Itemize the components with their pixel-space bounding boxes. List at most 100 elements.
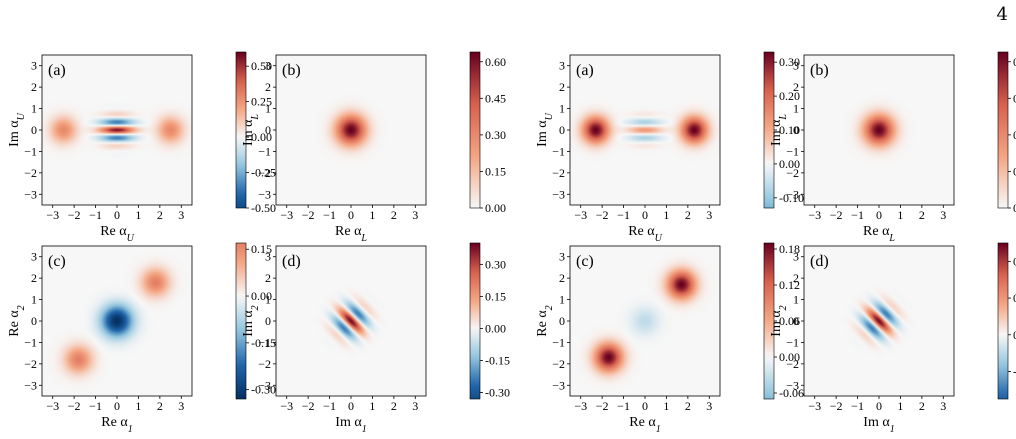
x-tick-label: −1 bbox=[851, 208, 864, 222]
x-tick-label: −2 bbox=[68, 208, 81, 222]
y-tick-label: 3 bbox=[559, 59, 565, 73]
y-tick-label: 1 bbox=[31, 293, 37, 307]
x-tick-label: 0 bbox=[876, 208, 882, 222]
x-tick-label: 0 bbox=[348, 399, 354, 413]
colorbar-tick-label: 0.00 bbox=[779, 157, 800, 171]
y-tick-label: −1 bbox=[552, 335, 565, 349]
y-tick-label: −2 bbox=[24, 357, 37, 371]
y-tick-label: −2 bbox=[24, 166, 37, 180]
colorbar-tick-label: 0.20 bbox=[779, 89, 800, 103]
y-tick-label: −1 bbox=[24, 335, 37, 349]
x-tick-label: −2 bbox=[830, 399, 843, 413]
panel-label: (b) bbox=[810, 62, 829, 79]
y-tick-label: 2 bbox=[559, 80, 565, 94]
y-tick-label: 0 bbox=[793, 314, 799, 328]
y-tick-label: 3 bbox=[793, 59, 799, 73]
y-tick-label: 2 bbox=[31, 80, 37, 94]
y-axis-label: Im α2 bbox=[241, 305, 261, 336]
heatmap-image bbox=[42, 246, 192, 396]
panel-label: (c) bbox=[48, 253, 66, 270]
colorbar-tick-label: 0.04 bbox=[1013, 291, 1016, 305]
y-tick-label: −2 bbox=[552, 357, 565, 371]
panel-7: −3 −2 −1 0 1 2 3 −3 −2 −1 0 1 2 3 Re α1 Re α2 (c) 0.18 0.1… bbox=[535, 242, 804, 435]
colorbar-tick-label: 0.15 bbox=[1013, 164, 1016, 178]
y-tick-label: −2 bbox=[258, 357, 271, 371]
x-tick-label: −3 bbox=[46, 399, 59, 413]
x-tick-label: 1 bbox=[897, 208, 903, 222]
x-tick-label: 2 bbox=[157, 399, 163, 413]
x-tick-label: −2 bbox=[302, 399, 315, 413]
panel-label: (a) bbox=[48, 62, 66, 79]
x-axis-label: Im α1 bbox=[863, 415, 894, 435]
x-tick-label: 3 bbox=[706, 208, 712, 222]
panel-3: −3 −2 −1 0 1 2 3 −3 −2 −1 0 1 2 3 Re α1 Re α2 (c) 0.15 0.0… bbox=[7, 242, 276, 434]
y-tick-label: 3 bbox=[559, 250, 565, 264]
y-tick-label: −3 bbox=[258, 378, 271, 392]
y-tick-label: 2 bbox=[793, 80, 799, 94]
y-tick-label: 0 bbox=[31, 314, 37, 328]
x-tick-label: −1 bbox=[323, 399, 336, 413]
colorbar-tick-label: 0.45 bbox=[485, 91, 506, 105]
colorbar-tick-label: -0.15 bbox=[485, 354, 510, 368]
x-tick-label: 1 bbox=[369, 208, 375, 222]
y-tick-label: 3 bbox=[793, 250, 799, 264]
x-tick-label: −3 bbox=[808, 399, 821, 413]
y-tick-label: 2 bbox=[265, 271, 271, 285]
colorbar-tick-label: 0.30 bbox=[779, 55, 800, 69]
colorbar-tick-label: 0.00 bbox=[485, 201, 506, 215]
x-tick-label: −3 bbox=[574, 399, 587, 413]
x-tick-label: 0 bbox=[114, 399, 120, 413]
colorbar-tick-label: 0.00 bbox=[1013, 328, 1016, 342]
colorbar-tick-label: 0.30 bbox=[1013, 128, 1016, 142]
x-tick-label: 3 bbox=[706, 399, 712, 413]
colorbar-tick-label: 0.00 bbox=[1013, 201, 1016, 215]
x-axis-label: Re αU bbox=[628, 224, 662, 244]
colorbar-tick-label: 0.60 bbox=[485, 55, 506, 69]
x-tick-label: 3 bbox=[412, 399, 418, 413]
panel-6: −3 −2 −1 0 1 2 3 −3 −2 −1 0 1 2 3 Re αL Im αL (b) 0.60 0.4… bbox=[769, 51, 1016, 244]
x-tick-label: 2 bbox=[919, 399, 925, 413]
x-tick-label: 2 bbox=[391, 208, 397, 222]
x-tick-label: 1 bbox=[369, 399, 375, 413]
x-tick-label: 2 bbox=[685, 208, 691, 222]
y-tick-label: 1 bbox=[559, 293, 565, 307]
x-tick-label: 0 bbox=[642, 399, 648, 413]
x-tick-label: 2 bbox=[919, 208, 925, 222]
y-tick-label: −3 bbox=[786, 187, 799, 201]
x-tick-label: 3 bbox=[940, 399, 946, 413]
panel-2: −3 −2 −1 0 1 2 3 −3 −2 −1 0 1 2 3 Re αL Im αL (b) 0.60 0.4… bbox=[241, 51, 506, 244]
colorbar bbox=[469, 51, 481, 209]
x-tick-label: 3 bbox=[412, 208, 418, 222]
x-tick-label: −2 bbox=[596, 208, 609, 222]
heatmap-image bbox=[804, 246, 954, 396]
x-tick-label: −1 bbox=[89, 208, 102, 222]
colorbar-tick-label: 0.00 bbox=[779, 350, 800, 364]
x-tick-label: 2 bbox=[685, 399, 691, 413]
colorbar-tick-label: -0.30 bbox=[251, 383, 276, 397]
y-tick-label: −1 bbox=[552, 144, 565, 158]
x-tick-label: 3 bbox=[178, 208, 184, 222]
y-tick-label: −3 bbox=[786, 378, 799, 392]
x-tick-label: 3 bbox=[178, 399, 184, 413]
colorbar-tick-label: 0.10 bbox=[779, 123, 800, 137]
x-tick-label: 0 bbox=[114, 208, 120, 222]
y-tick-label: 1 bbox=[31, 102, 37, 116]
y-tick-label: −3 bbox=[24, 378, 37, 392]
x-tick-label: 0 bbox=[642, 208, 648, 222]
heatmap-image bbox=[276, 55, 426, 205]
x-tick-label: −1 bbox=[617, 208, 630, 222]
x-tick-label: 1 bbox=[897, 399, 903, 413]
x-axis-label: Re α1 bbox=[101, 415, 132, 435]
y-tick-label: 0 bbox=[793, 123, 799, 137]
panel-5: −3 −2 −1 0 1 2 3 −3 −2 −1 0 1 2 3 Re αU Im αU (a) 0.30 0.2… bbox=[535, 51, 804, 244]
heatmap-image bbox=[570, 55, 720, 205]
colorbar-tick-label: 0.18 bbox=[779, 242, 800, 256]
y-tick-label: −3 bbox=[24, 187, 37, 201]
y-axis-label: Re α2 bbox=[7, 305, 27, 336]
panel-4: −3 −2 −1 0 1 2 3 −3 −2 −1 0 1 2 3 Im α1 Im α2 (d) 0.30 0.1… bbox=[241, 242, 510, 435]
y-tick-label: −1 bbox=[786, 144, 799, 158]
y-tick-label: −1 bbox=[258, 335, 271, 349]
y-tick-label: −2 bbox=[258, 166, 271, 180]
colorbar bbox=[997, 242, 1009, 400]
x-tick-label: 3 bbox=[940, 208, 946, 222]
